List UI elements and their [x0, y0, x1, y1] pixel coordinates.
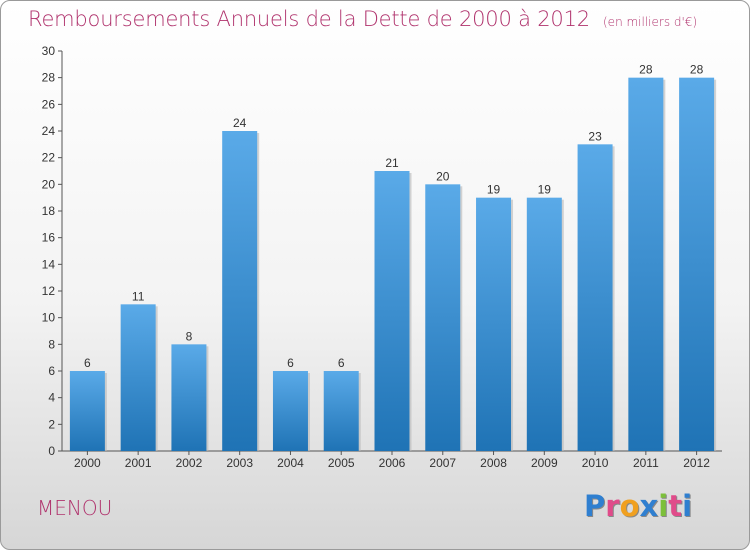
y-tick-label: 30	[42, 44, 56, 58]
x-tick-label: 2011	[633, 456, 659, 470]
bar-value-label: 6	[338, 356, 345, 370]
y-tick-label: 24	[42, 124, 56, 138]
bar	[577, 144, 613, 452]
bar	[476, 197, 512, 451]
bar-value-label: 28	[690, 63, 704, 77]
bar-value-label: 23	[588, 129, 602, 143]
x-tick-label: 2012	[683, 456, 710, 470]
y-tick-label: 26	[42, 97, 56, 111]
brand-letter: x	[639, 489, 659, 523]
unit-note: (en milliers d'€)	[603, 15, 698, 29]
y-tick-label: 14	[42, 257, 56, 271]
x-tick-label: 2004	[277, 456, 304, 470]
y-tick-label: 10	[42, 311, 56, 325]
brand-logo: Proxiti	[584, 489, 692, 523]
y-tick-label: 16	[42, 231, 56, 245]
brand-letter: t	[668, 489, 683, 523]
y-tick-label: 18	[42, 204, 56, 218]
x-tick-label: 2006	[379, 456, 406, 470]
bar	[526, 197, 562, 451]
y-tick-label: 8	[48, 337, 55, 351]
x-tick-label: 2000	[74, 456, 101, 470]
x-tick-label: 2010	[582, 456, 609, 470]
brand-letter: i	[682, 489, 693, 523]
brand-letter: r	[605, 489, 620, 523]
chart-title: Remboursements Annuels de la Dette de 20…	[28, 7, 697, 31]
x-tick-label: 2008	[480, 456, 507, 470]
bar	[120, 304, 156, 451]
bar	[272, 371, 308, 451]
bar	[374, 171, 410, 451]
bar	[679, 77, 715, 452]
y-tick-label: 22	[42, 151, 56, 165]
bar-value-label: 6	[84, 356, 91, 370]
brand-letter: P	[584, 489, 606, 523]
location-label: MENOU	[37, 496, 113, 520]
bar	[425, 184, 461, 452]
bar-value-label: 6	[287, 356, 294, 370]
title-text: Remboursements Annuels de la Dette de 20…	[28, 7, 590, 31]
bar	[323, 371, 359, 451]
bar-value-label: 11	[132, 289, 145, 303]
x-tick-label: 2007	[429, 456, 456, 470]
y-tick-label: 28	[42, 71, 56, 85]
x-tick-label: 2005	[328, 456, 355, 470]
bar-value-label: 19	[538, 183, 552, 197]
y-tick-label: 12	[42, 284, 56, 298]
brand-letter: o	[619, 489, 640, 523]
x-tick-label: 2001	[125, 456, 152, 470]
x-tick-label: 2003	[226, 456, 253, 470]
y-tick-label: 6	[48, 364, 55, 378]
bar	[628, 77, 664, 452]
bar-value-label: 21	[385, 156, 399, 170]
bars: 6 11 8 24 6 6 21 20 19 19 23 28 28	[69, 63, 717, 452]
bar-value-label: 20	[436, 169, 450, 183]
bar-value-label: 8	[186, 329, 193, 343]
y-tick-label: 4	[48, 391, 55, 405]
bar-value-label: 24	[233, 116, 247, 130]
y-tick-label: 2	[48, 417, 55, 431]
y-tick-label: 0	[48, 444, 55, 458]
bar-value-label: 28	[639, 63, 653, 77]
y-tick-label: 20	[42, 177, 56, 191]
x-tick-label: 2002	[176, 456, 203, 470]
bar	[171, 344, 207, 451]
bar	[222, 131, 258, 451]
brand-letter: i	[658, 489, 669, 523]
bar	[69, 371, 105, 451]
bar-value-label: 19	[487, 183, 501, 197]
x-tick-label: 2009	[531, 456, 558, 470]
